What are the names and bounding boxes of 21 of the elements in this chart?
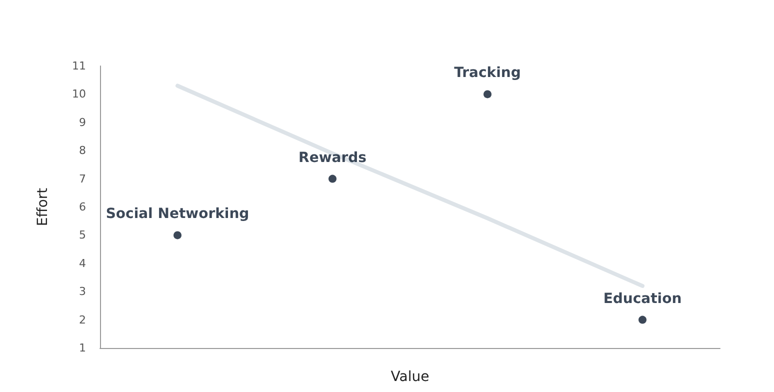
y-tick-label: 2 bbox=[79, 313, 86, 326]
point bbox=[328, 174, 336, 183]
annotation: Social Networking bbox=[106, 206, 250, 222]
y-tick-label: 4 bbox=[79, 256, 86, 270]
y-axis-title: Effort bbox=[35, 187, 51, 226]
y-tick-label: 9 bbox=[79, 116, 86, 129]
point bbox=[638, 316, 646, 324]
y-tick-label: 1 bbox=[79, 342, 86, 354]
y-tick-label: 6 bbox=[79, 200, 86, 214]
y-tick-label: 10 bbox=[72, 88, 86, 101]
annotation: Education bbox=[603, 290, 682, 307]
annotation: Rewards bbox=[298, 150, 366, 166]
y-tick-label: 7 bbox=[79, 172, 86, 186]
point bbox=[484, 90, 492, 98]
y-tick-label: 11 bbox=[72, 60, 86, 72]
x-axis-title: Value bbox=[390, 369, 430, 385]
annotation: Tracking bbox=[454, 65, 521, 82]
y-tick-label: 8 bbox=[79, 144, 86, 158]
y-tick-label: 5 bbox=[79, 228, 86, 242]
y-tick-label: 3 bbox=[79, 285, 86, 298]
point bbox=[174, 231, 182, 240]
